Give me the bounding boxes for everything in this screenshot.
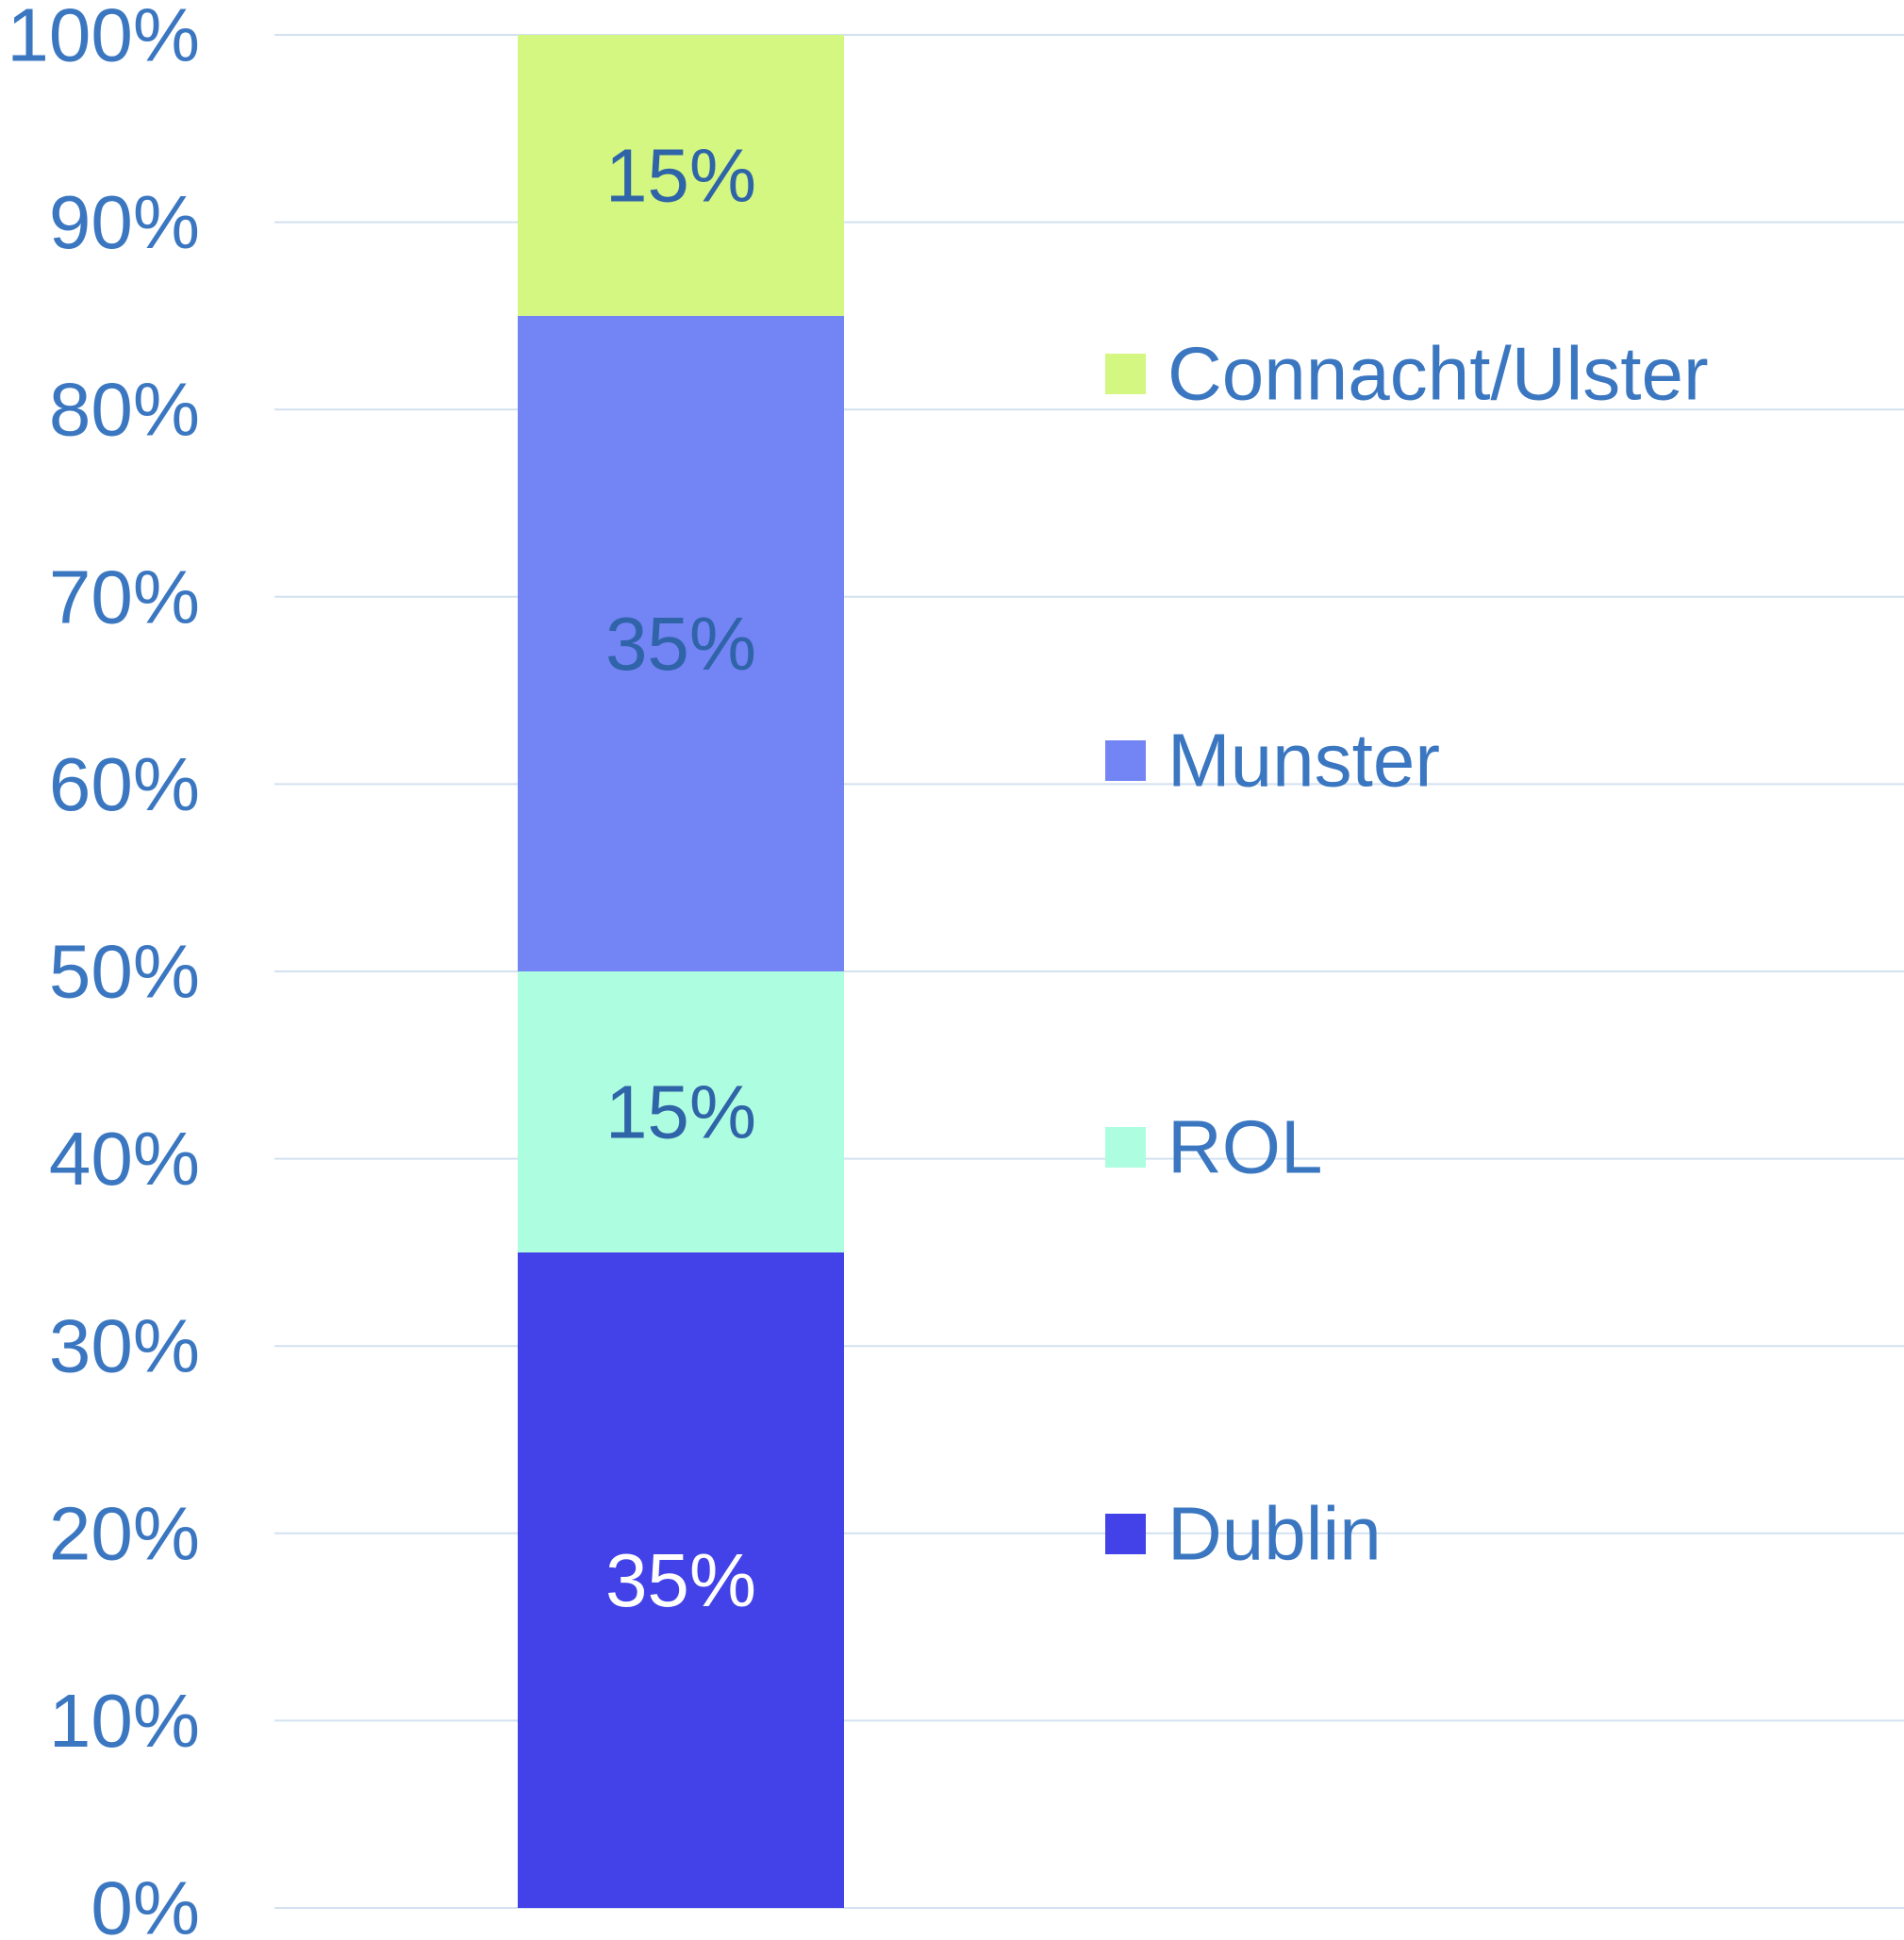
y-tick-label: 70% <box>49 555 200 638</box>
legend-swatch <box>1105 1127 1146 1168</box>
data-label: 35% <box>605 602 756 686</box>
y-tick-label: 40% <box>49 1117 200 1201</box>
y-tick-label: 90% <box>49 180 200 264</box>
y-tick-label: 100% <box>7 0 200 77</box>
y-tick-label: 0% <box>91 1866 200 1940</box>
y-tick-label: 80% <box>49 368 200 452</box>
data-label: 35% <box>605 1538 756 1622</box>
legend-swatch <box>1105 740 1146 781</box>
y-tick-label: 30% <box>49 1304 200 1388</box>
bar-segment <box>518 971 844 1252</box>
y-tick-label: 20% <box>49 1491 200 1575</box>
y-tick-label: 10% <box>49 1679 200 1763</box>
y-tick-label: 50% <box>49 930 200 1014</box>
data-label: 15% <box>605 133 756 217</box>
bar-segment <box>518 1252 844 1908</box>
bar-segment <box>518 35 844 316</box>
legend-label: Dublin <box>1167 1492 1382 1576</box>
legend-swatch <box>1105 1514 1146 1554</box>
y-tick-label: 60% <box>49 742 200 826</box>
bar-segment <box>518 315 844 971</box>
legend-label: Connacht/Ulster <box>1167 332 1709 416</box>
legend-label: ROL <box>1167 1105 1323 1189</box>
legend-label: Munster <box>1167 719 1440 803</box>
data-label: 15% <box>605 1069 756 1153</box>
legend-swatch <box>1105 354 1146 394</box>
